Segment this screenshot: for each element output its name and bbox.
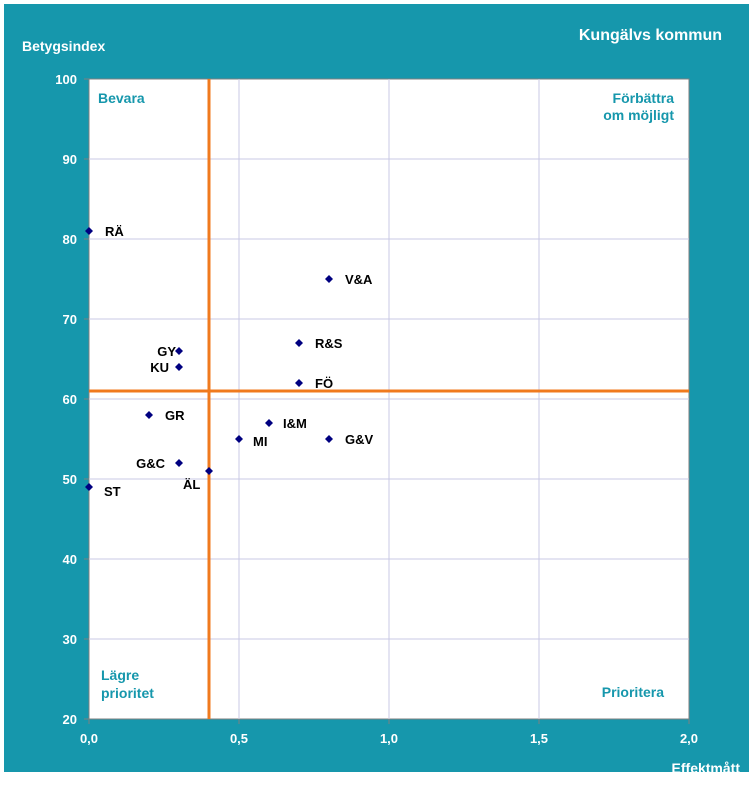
data-point-marker	[175, 363, 183, 371]
data-point-marker	[205, 467, 213, 475]
data-point-marker	[85, 227, 93, 235]
data-point-label: RÄ	[105, 224, 124, 239]
y-tick-label: 80	[63, 232, 77, 247]
data-point-marker	[325, 275, 333, 283]
data-point-label: GR	[165, 408, 185, 423]
y-tick-label: 50	[63, 472, 77, 487]
y-tick-label: 70	[63, 312, 77, 327]
data-point-marker	[325, 435, 333, 443]
data-point-label: G&C	[136, 456, 166, 471]
quadrant-label-top-right: Förbättra	[613, 90, 675, 106]
quadrant-label-bottom-left: Lägre	[101, 667, 139, 683]
data-point-label: G&V	[345, 432, 374, 447]
gridlines	[84, 78, 690, 724]
data-point-label: MI	[253, 434, 267, 449]
data-point-marker	[175, 459, 183, 467]
data-point-label: R&S	[315, 336, 343, 351]
quadrant-label-bottom-right: Prioritera	[602, 684, 664, 700]
quadrant-label-top-left: Bevara	[98, 90, 145, 106]
tick-labels: 20 30 40 50 60 70 80 90 100 0,0 0,5 1,0 1,5 2,0	[55, 72, 698, 746]
quadrant-label-bottom-left: prioritet	[101, 685, 154, 701]
x-axis-title: Effektmått	[672, 760, 741, 776]
data-point-label: KU	[150, 360, 169, 375]
data-point-marker	[235, 435, 243, 443]
data-point-label: ÄL	[183, 477, 200, 492]
data-point-marker	[295, 379, 303, 387]
data-point-marker	[295, 339, 303, 347]
quadrant-label-top-right: om möjligt	[603, 107, 674, 123]
x-tick-label: 2,0	[680, 731, 698, 746]
chart-title: Kungälvs kommun	[579, 27, 722, 44]
y-tick-label: 30	[63, 632, 77, 647]
x-tick-label: 0,5	[230, 731, 248, 746]
x-tick-label: 1,0	[380, 731, 398, 746]
y-tick-label: 90	[63, 152, 77, 167]
data-point-marker	[265, 419, 273, 427]
data-point-marker	[85, 483, 93, 491]
data-point-label: FÖ	[315, 376, 333, 391]
data-point-marker	[145, 411, 153, 419]
y-axis-title: Betygsindex	[22, 38, 105, 54]
data-point-label: I&M	[283, 416, 307, 431]
data-point-label: GY	[157, 344, 176, 359]
quadrant-lines	[89, 79, 689, 719]
data-point-marker	[175, 347, 183, 355]
y-tick-label: 20	[63, 712, 77, 727]
x-tick-label: 1,5	[530, 731, 548, 746]
data-point-label: V&A	[345, 272, 373, 287]
data-point-label: ST	[104, 484, 121, 499]
y-tick-label: 100	[55, 72, 77, 87]
y-tick-label: 60	[63, 392, 77, 407]
y-tick-label: 40	[63, 552, 77, 567]
x-tick-label: 0,0	[80, 731, 98, 746]
